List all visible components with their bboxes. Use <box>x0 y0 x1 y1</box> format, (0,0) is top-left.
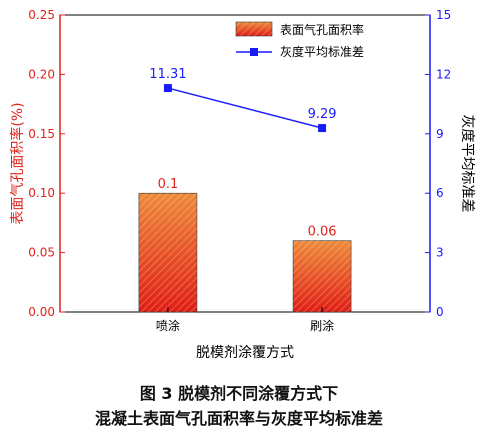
line-data-label: 11.31 <box>149 67 186 82</box>
legend-line-label: 灰度平均标准差 <box>280 44 364 59</box>
y-axis-label-left: 表面气孔面积率(%) <box>9 102 26 224</box>
x-tick-label: 喷涂 <box>156 318 180 333</box>
left-tick-label: 0.25 <box>28 8 55 22</box>
line-marker-2 <box>318 124 327 133</box>
right-tick-label: 12 <box>436 67 451 81</box>
plot-area: 0.00 0.05 0.10 0.15 0.20 0.25 0 3 6 9 12 15 0.1 0.06 喷… <box>9 8 475 361</box>
right-tick-label: 9 <box>436 127 444 141</box>
figure-caption-line-1: 图 3 脱模剂不同涂覆方式下 <box>139 384 339 403</box>
y-axis-label-right: 灰度平均标准差 <box>459 115 475 213</box>
left-tick-label: 0.20 <box>28 67 55 81</box>
right-tick-label: 6 <box>436 186 444 200</box>
left-tick-label: 0.05 <box>28 246 55 260</box>
bar-hatch-2 <box>293 240 352 312</box>
left-tick-label: 0.00 <box>28 305 55 319</box>
plot-frame <box>59 14 431 313</box>
bar-hatch-1 <box>138 193 197 312</box>
legend-bar-label: 表面气孔面积率 <box>280 22 364 37</box>
legend-bar-swatch-hatch <box>236 22 272 36</box>
x-axis-label: 脱模剂涂覆方式 <box>196 345 294 361</box>
right-tick-label: 15 <box>436 8 451 22</box>
chart: 0.00 0.05 0.10 0.15 0.20 0.25 0 3 6 9 12 15 0.1 0.06 喷… <box>9 8 475 361</box>
legend-line-marker <box>250 48 258 56</box>
right-tick-label: 0 <box>436 305 444 319</box>
left-tick-label: 0.10 <box>28 186 55 200</box>
line-data-label: 9.29 <box>308 107 337 122</box>
line-series <box>167 87 323 129</box>
right-tick-label: 3 <box>436 246 444 260</box>
left-tick-label: 0.15 <box>28 127 55 141</box>
line-marker-1 <box>163 84 172 93</box>
figure-caption-line-2: 混凝土表面气孔面积率与灰度平均标准差 <box>94 409 383 428</box>
bar-data-label: 0.1 <box>158 177 179 192</box>
bar-data-label: 0.06 <box>308 225 337 240</box>
x-tick-label: 刷涂 <box>310 318 334 333</box>
